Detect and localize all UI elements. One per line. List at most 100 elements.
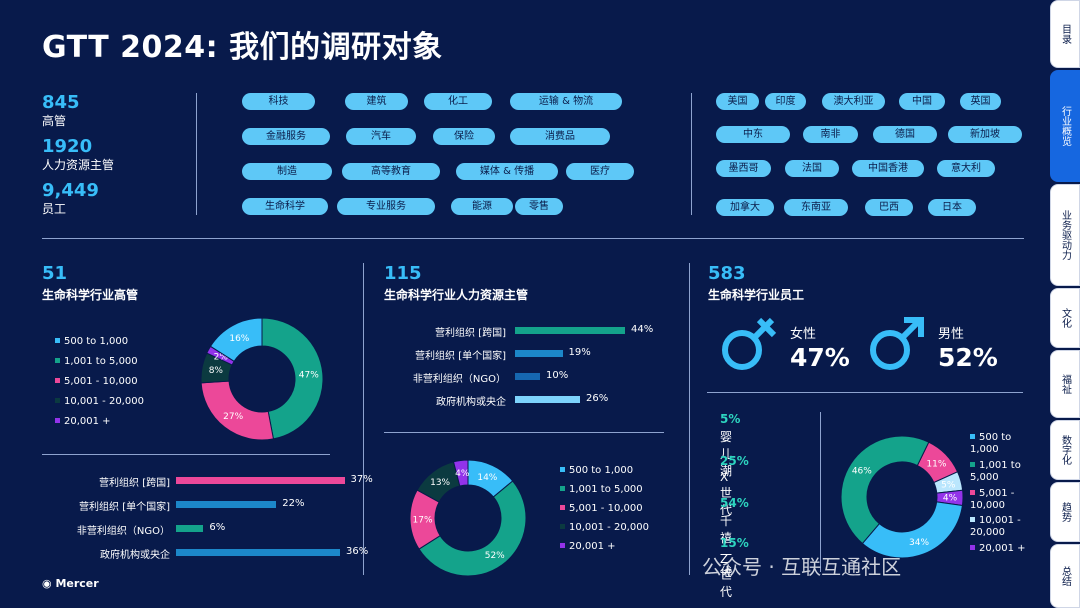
tab-行业概览[interactable]: 行业概览 — [1050, 70, 1080, 182]
industry-tag[interactable]: 运输 & 物流 — [510, 93, 622, 110]
legend-swatch — [55, 358, 60, 363]
industry-tag[interactable]: 专业服务 — [337, 198, 435, 215]
industry-tag[interactable]: 媒体 & 传播 — [456, 163, 558, 180]
bar — [176, 501, 277, 508]
legend-item: 1,001 to 5,000 — [970, 460, 1028, 484]
tab-总结[interactable]: 总结 — [1050, 544, 1080, 608]
country-tag[interactable]: 新加坡 — [948, 126, 1022, 143]
bar-label: 非营利组织（NGO） — [76, 526, 170, 537]
generation-label: 千禧一代 — [720, 514, 733, 579]
tab-label: 业务驱动力 — [1059, 210, 1071, 260]
industry-tag[interactable]: 医疗 — [566, 163, 634, 180]
legend-swatch — [55, 378, 60, 383]
industry-tag[interactable]: 消费品 — [510, 128, 610, 145]
tab-业务驱动力[interactable]: 业务驱动力 — [1050, 184, 1080, 286]
donut-slice — [261, 317, 324, 440]
stat-block: 845 高管 — [42, 93, 80, 129]
bar — [176, 477, 345, 484]
country-tag[interactable]: 加拿大 — [716, 199, 774, 216]
legend-swatch — [970, 462, 975, 467]
country-tag[interactable]: 澳大利亚 — [822, 93, 885, 110]
legend-label: 10,001 - 20,000 — [569, 522, 649, 533]
bar-value: 6% — [209, 522, 226, 533]
country-tag[interactable]: 法国 — [785, 160, 839, 177]
country-tag[interactable]: 中东 — [716, 126, 790, 143]
country-tag[interactable]: 巴西 — [865, 199, 913, 216]
bar-label: 非营利组织（NGO） — [412, 374, 506, 385]
country-tag[interactable]: 中国 — [899, 93, 945, 110]
generation-label: X世代 — [720, 470, 733, 517]
bar-value: 26% — [586, 393, 609, 404]
female-icon — [722, 317, 777, 370]
legend-item: 1,001 to 5,000 — [560, 484, 643, 495]
industry-tag[interactable]: 化工 — [424, 93, 492, 110]
tab-数字化[interactable]: 数字化 — [1050, 420, 1080, 480]
industry-tag[interactable]: 生命科学 — [242, 198, 328, 215]
female-pct: 47% — [790, 343, 850, 372]
tab-趋势[interactable]: 趋势 — [1050, 482, 1080, 542]
legend-swatch — [970, 490, 975, 495]
divider — [42, 454, 330, 455]
bar-value: 36% — [346, 546, 369, 557]
divider — [196, 93, 197, 215]
tab-label: 趋势 — [1059, 502, 1071, 522]
donut-label: 34% — [909, 538, 929, 548]
country-tag[interactable]: 印度 — [765, 93, 806, 110]
legend-item: 5,001 - 10,000 — [970, 488, 1028, 512]
hr-donut-chart: 14% 52% 17% 13% 4% — [409, 459, 527, 577]
country-tag[interactable]: 日本 — [928, 199, 976, 216]
legend-item: 10,001 - 20,000 — [970, 515, 1028, 539]
industry-tag[interactable]: 能源 — [451, 198, 513, 215]
country-tag[interactable]: 意大利 — [937, 160, 995, 177]
section-tabs: 目录 行业概览业务驱动力文化福祉数字化趋势总结 — [1050, 0, 1080, 608]
industry-tag[interactable]: 汽车 — [346, 128, 416, 145]
legend-item: 1,001 to 5,000 — [55, 356, 138, 367]
legend-label: 10,001 - 20,000 — [970, 515, 1021, 538]
tab-福祉[interactable]: 福祉 — [1050, 350, 1080, 418]
tab-文化[interactable]: 文化 — [1050, 288, 1080, 348]
country-tag[interactable]: 美国 — [716, 93, 759, 110]
legend-label: 500 to 1,000 — [569, 465, 634, 476]
country-tag[interactable]: 英国 — [960, 93, 1001, 110]
divider — [384, 432, 664, 433]
donut-label: 52% — [485, 551, 505, 561]
emp-label: 生命科学行业员工 — [708, 288, 805, 302]
bar-label: 营利组织 [跨国] — [99, 478, 170, 489]
bar-value: 10% — [546, 370, 569, 381]
industry-tag[interactable]: 建筑 — [345, 93, 408, 110]
industry-tag[interactable]: 高等教育 — [342, 163, 440, 180]
legend-item: 10,001 - 20,000 — [55, 396, 144, 407]
tab-目录[interactable]: 目录 — [1050, 0, 1080, 68]
country-tag[interactable]: 东南亚 — [784, 199, 848, 216]
bar-value: 22% — [282, 498, 305, 509]
tab-label: 福祉 — [1059, 374, 1071, 394]
donut-label: 2% — [214, 352, 229, 362]
industry-tag[interactable]: 零售 — [515, 198, 563, 215]
country-tag[interactable]: 中国香港 — [852, 160, 924, 177]
male-label: 男性 — [938, 327, 965, 342]
legend-label: 5,001 - 10,000 — [64, 376, 138, 387]
stat-number: 1920 — [42, 136, 93, 157]
industry-tag[interactable]: 金融服务 — [242, 128, 330, 145]
legend-item: 500 to 1,000 — [970, 432, 1028, 456]
generation-pct: 5% — [720, 412, 741, 426]
donut-label: 13% — [430, 478, 450, 488]
legend-label: 20,001 + — [979, 543, 1026, 554]
industry-tag[interactable]: 制造 — [242, 163, 332, 180]
generation-label: Z世代 — [720, 552, 733, 599]
industry-tag[interactable]: 科技 — [242, 93, 315, 110]
emp-count: 583 — [708, 263, 746, 284]
bar — [176, 549, 340, 556]
industry-tag[interactable]: 保险 — [433, 128, 495, 145]
legend-label: 5,001 - 10,000 — [569, 503, 643, 514]
stat-label: 员工 — [42, 202, 67, 216]
male-icon — [870, 317, 924, 370]
country-tag[interactable]: 南非 — [803, 126, 858, 143]
donut-slice — [209, 317, 263, 363]
country-tag[interactable]: 德国 — [873, 126, 937, 143]
donut-slice — [840, 435, 930, 545]
bar — [515, 373, 540, 380]
country-tag[interactable]: 墨西哥 — [716, 160, 771, 177]
legend-label: 20,001 + — [64, 416, 111, 427]
legend-label: 1,001 to 5,000 — [64, 356, 138, 367]
